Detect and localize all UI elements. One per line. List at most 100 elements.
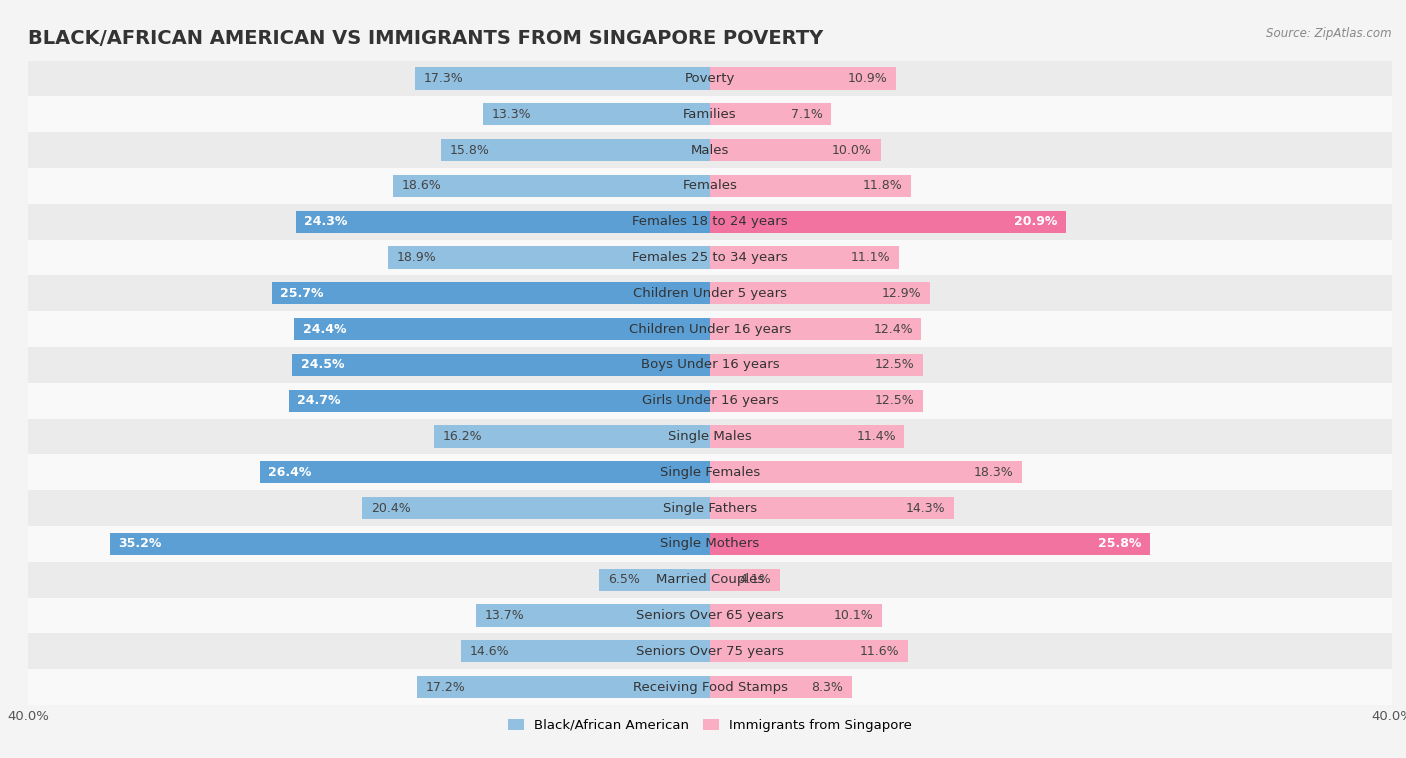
Text: 16.2%: 16.2% [443, 430, 482, 443]
Text: 14.3%: 14.3% [905, 502, 945, 515]
Bar [292, 354, 710, 376]
Bar [295, 211, 710, 233]
Bar [271, 282, 710, 305]
Text: Children Under 5 years: Children Under 5 years [633, 287, 787, 300]
Bar [28, 597, 1392, 634]
Bar [28, 490, 1392, 526]
Bar [710, 676, 852, 698]
Text: 35.2%: 35.2% [118, 537, 162, 550]
Bar [290, 390, 710, 412]
Text: 13.3%: 13.3% [492, 108, 531, 121]
Bar [710, 461, 1022, 484]
Text: Single Mothers: Single Mothers [661, 537, 759, 550]
Bar [28, 347, 1392, 383]
Bar [710, 354, 924, 376]
Bar [28, 562, 1392, 597]
Text: Females 18 to 24 years: Females 18 to 24 years [633, 215, 787, 228]
Bar [710, 425, 904, 447]
Text: Children Under 16 years: Children Under 16 years [628, 323, 792, 336]
Bar [28, 526, 1392, 562]
Text: 10.1%: 10.1% [834, 609, 873, 622]
Bar [461, 641, 710, 662]
Text: 4.1%: 4.1% [740, 573, 772, 586]
Text: 11.1%: 11.1% [851, 251, 891, 264]
Bar [710, 139, 880, 161]
Bar [110, 533, 710, 555]
Text: 6.5%: 6.5% [607, 573, 640, 586]
Bar [28, 168, 1392, 204]
Bar [392, 175, 710, 197]
Bar [477, 604, 710, 627]
Text: 25.8%: 25.8% [1098, 537, 1142, 550]
Bar [710, 604, 882, 627]
Text: 25.7%: 25.7% [280, 287, 323, 300]
Text: 12.9%: 12.9% [882, 287, 921, 300]
Text: 13.7%: 13.7% [485, 609, 524, 622]
Text: Females: Females [682, 180, 738, 193]
Text: 18.3%: 18.3% [974, 465, 1014, 479]
Bar [710, 67, 896, 89]
Text: BLACK/AFRICAN AMERICAN VS IMMIGRANTS FROM SINGAPORE POVERTY: BLACK/AFRICAN AMERICAN VS IMMIGRANTS FRO… [28, 29, 824, 48]
Text: 24.3%: 24.3% [304, 215, 347, 228]
Bar [28, 312, 1392, 347]
Text: 8.3%: 8.3% [811, 681, 844, 694]
Text: 17.2%: 17.2% [426, 681, 465, 694]
Text: Single Fathers: Single Fathers [664, 502, 756, 515]
Bar [434, 425, 710, 447]
Bar [710, 533, 1150, 555]
Text: Married Couples: Married Couples [657, 573, 763, 586]
Bar [28, 96, 1392, 132]
Bar [260, 461, 710, 484]
Bar [28, 61, 1392, 96]
Text: 17.3%: 17.3% [423, 72, 464, 85]
Bar [710, 211, 1066, 233]
Bar [28, 132, 1392, 168]
Bar [440, 139, 710, 161]
Bar [710, 568, 780, 590]
Bar [28, 418, 1392, 454]
Text: 7.1%: 7.1% [790, 108, 823, 121]
Bar [415, 67, 710, 89]
Text: 20.4%: 20.4% [371, 502, 411, 515]
Bar [28, 240, 1392, 275]
Text: 24.5%: 24.5% [301, 359, 344, 371]
Text: Single Females: Single Females [659, 465, 761, 479]
Text: Females 25 to 34 years: Females 25 to 34 years [633, 251, 787, 264]
Bar [28, 454, 1392, 490]
Text: Seniors Over 65 years: Seniors Over 65 years [636, 609, 785, 622]
Bar [599, 568, 710, 590]
Bar [710, 497, 953, 519]
Bar [416, 676, 710, 698]
Text: Boys Under 16 years: Boys Under 16 years [641, 359, 779, 371]
Bar [28, 383, 1392, 418]
Bar [294, 318, 710, 340]
Text: 26.4%: 26.4% [269, 465, 312, 479]
Text: 18.6%: 18.6% [402, 180, 441, 193]
Bar [710, 641, 908, 662]
Bar [28, 204, 1392, 240]
Text: Girls Under 16 years: Girls Under 16 years [641, 394, 779, 407]
Text: Males: Males [690, 143, 730, 157]
Bar [388, 246, 710, 268]
Text: Poverty: Poverty [685, 72, 735, 85]
Bar [710, 282, 929, 305]
Bar [484, 103, 710, 125]
Text: 12.5%: 12.5% [875, 359, 915, 371]
Text: Single Males: Single Males [668, 430, 752, 443]
Text: 14.6%: 14.6% [470, 645, 509, 658]
Text: Seniors Over 75 years: Seniors Over 75 years [636, 645, 785, 658]
Text: Source: ZipAtlas.com: Source: ZipAtlas.com [1267, 27, 1392, 39]
Bar [28, 634, 1392, 669]
Text: 11.8%: 11.8% [863, 180, 903, 193]
Text: 20.9%: 20.9% [1015, 215, 1057, 228]
Bar [710, 175, 911, 197]
Text: 12.4%: 12.4% [873, 323, 912, 336]
Bar [710, 246, 900, 268]
Text: Receiving Food Stamps: Receiving Food Stamps [633, 681, 787, 694]
Bar [28, 275, 1392, 312]
Text: 15.8%: 15.8% [449, 143, 489, 157]
Text: 12.5%: 12.5% [875, 394, 915, 407]
Bar [28, 669, 1392, 705]
Bar [710, 103, 831, 125]
Text: 18.9%: 18.9% [396, 251, 436, 264]
